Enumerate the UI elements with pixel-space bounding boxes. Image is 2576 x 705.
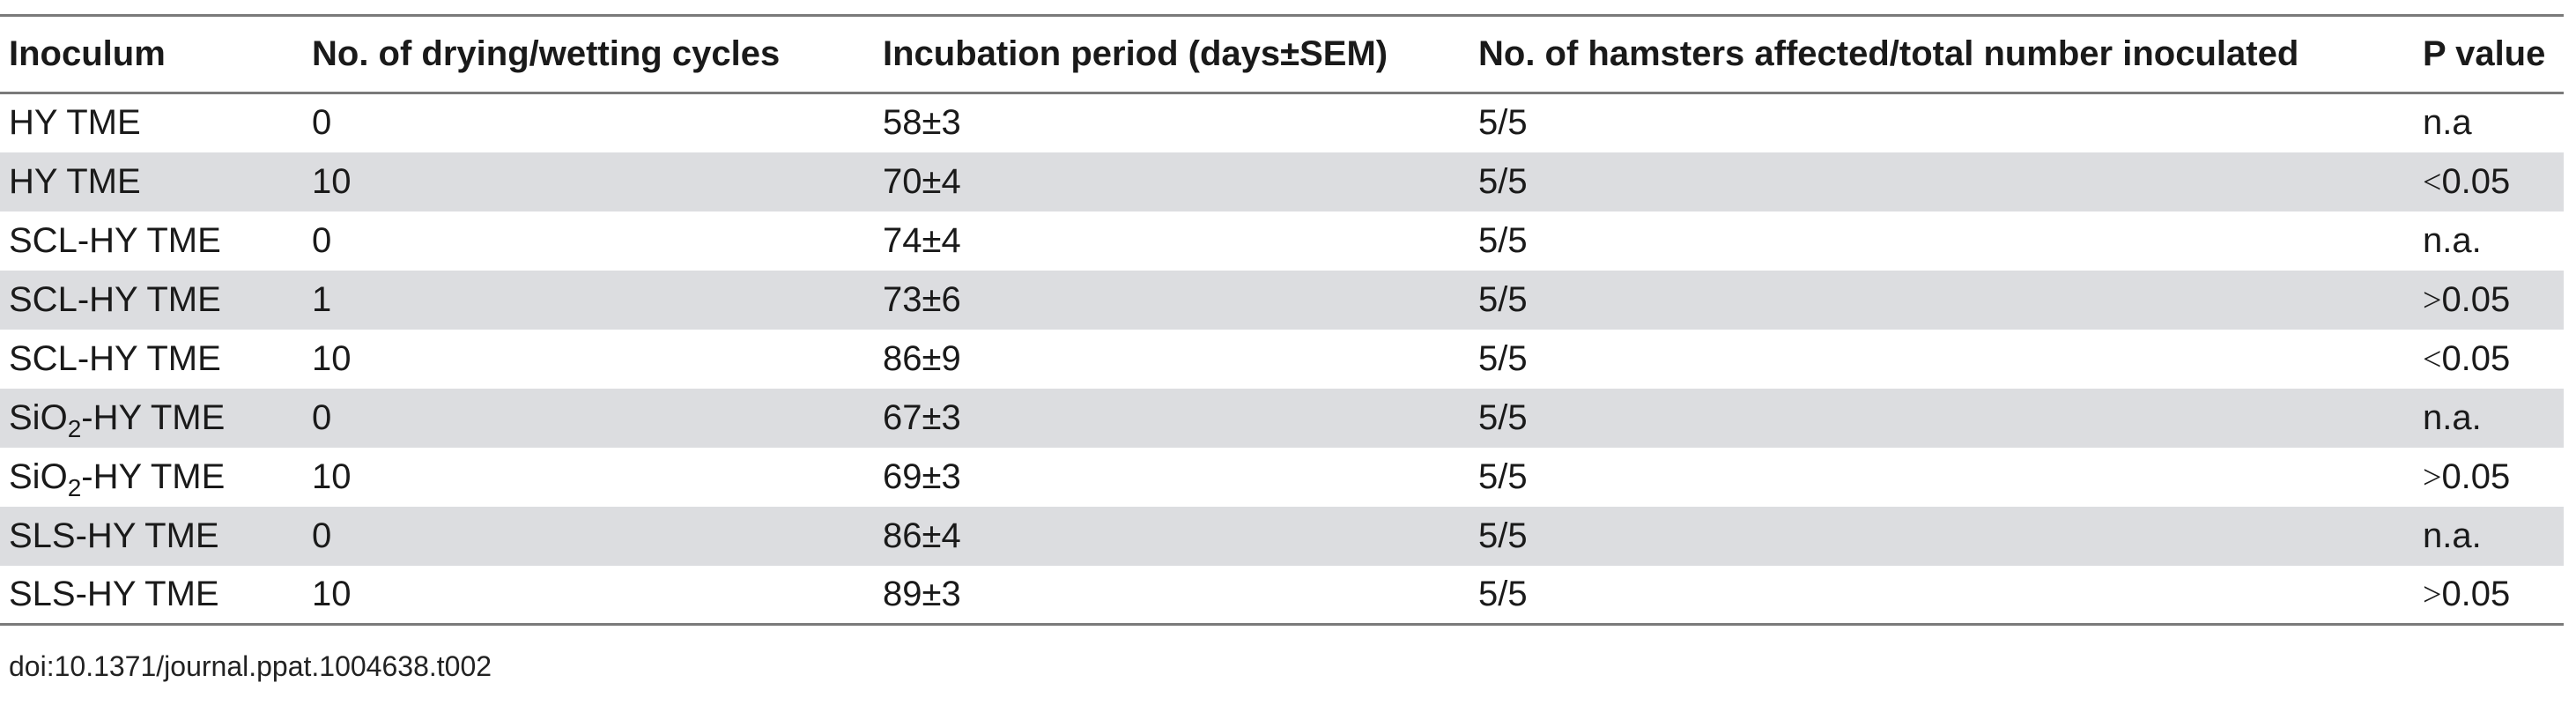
cell-inoculum: SCL-HY TME [0, 212, 303, 271]
cell-incubation: 86±4 [874, 506, 1469, 566]
cell-p-value: <0.05 [2414, 330, 2564, 389]
cell-incubation: 73±6 [874, 270, 1469, 330]
cell-cycles: 10 [312, 456, 352, 496]
table-body: HY TME 0 58±3 5/5 n.a HY TME 10 70±4 5/5 <0.05 SCL… [0, 93, 2564, 626]
inoculum-text: SiO [9, 397, 68, 437]
table-row: SLS-HY TME 10 89±3 5/5 >0.05 [0, 565, 2564, 626]
p-value-number: 0.05 [2441, 338, 2511, 378]
cell-incubation: 67±3 [874, 388, 1469, 448]
cell-inoculum: SLS-HY TME [0, 565, 303, 626]
p-value-number: 0.05 [2441, 574, 2511, 613]
cell-p-value: <0.05 [2414, 152, 2564, 212]
header-incubation: Incubation period (days±SEM) [874, 14, 1469, 94]
cell-p-value: n.a. [2414, 212, 2564, 271]
cell-inoculum: SCL-HY TME [0, 270, 303, 330]
cell-affected: 5/5 [1478, 220, 1528, 260]
cell-affected: 5/5 [1469, 506, 2414, 566]
cell-affected: 5/5 [1469, 388, 2414, 448]
cell-incubation: 89±3 [874, 565, 1469, 626]
inoculum-subscript: 2 [67, 414, 82, 442]
cell-cycles: 0 [312, 220, 332, 260]
cell-cycles: 10 [303, 152, 874, 212]
cell-p-value: n.a [2414, 93, 2564, 152]
p-value-symbol: > [2423, 575, 2442, 613]
cell-incubation: 58±3 [883, 103, 961, 143]
cell-p-value: n.a. [2414, 506, 2564, 566]
cell-p-value: >0.05 [2414, 270, 2564, 330]
header-row: Inoculum No. of drying/wetting cycles In… [0, 14, 2564, 94]
header-p-value: P value [2414, 14, 2564, 94]
inoculum-text: SCL-HY TME [9, 279, 221, 319]
inoculum-text: SCL-HY TME [9, 220, 221, 260]
table-row: SCL-HY TME 10 86±9 5/5 <0.05 [0, 330, 2564, 389]
cell-inoculum: SLS-HY TME [0, 506, 303, 566]
cell-affected: 5/5 [1469, 270, 2414, 330]
cell-cycles: 10 [303, 565, 874, 626]
cell-affected: 5/5 [1469, 565, 2414, 626]
table-row: SCL-HY TME 1 73±6 5/5 >0.05 [0, 270, 2564, 330]
header-affected: No. of hamsters affected/total number in… [1469, 14, 2414, 94]
data-table-container: Inoculum No. of drying/wetting cycles In… [0, 14, 2564, 626]
table-row: HY TME 10 70±4 5/5 <0.05 [0, 152, 2564, 212]
cell-incubation: 74±4 [883, 220, 961, 260]
inoculum-text: SCL-HY TME [9, 338, 221, 378]
cell-p-value: n.a. [2414, 388, 2564, 448]
inoculum-subscript: 2 [67, 473, 82, 501]
inoculum-text: HY TME [9, 103, 141, 143]
cell-incubation: 69±3 [883, 456, 961, 496]
p-value-symbol: > [2423, 281, 2442, 319]
inoculum-text: SLS-HY TME [9, 516, 219, 555]
cell-affected: 5/5 [1478, 456, 1528, 496]
p-value-number: n.a [2423, 103, 2472, 143]
p-value-symbol: < [2423, 163, 2442, 201]
table-row: SLS-HY TME 0 86±4 5/5 n.a. [0, 506, 2564, 566]
cell-cycles: 0 [312, 103, 332, 143]
header-inoculum: Inoculum [0, 14, 303, 94]
inoculum-text: SiO [9, 456, 68, 496]
cell-inoculum: HY TME [0, 152, 303, 212]
cell-cycles: 0 [303, 506, 874, 566]
cell-inoculum: HY TME [0, 93, 303, 152]
doi-caption: doi:10.1371/journal.ppat.1004638.t002 [9, 650, 492, 682]
table-header: Inoculum No. of drying/wetting cycles In… [0, 14, 2564, 94]
p-value-number: 0.05 [2441, 279, 2511, 319]
cell-incubation: 86±9 [883, 338, 961, 378]
p-value-number: 0.05 [2441, 456, 2511, 496]
results-table: Inoculum No. of drying/wetting cycles In… [0, 14, 2564, 626]
p-value-symbol: > [2423, 458, 2442, 496]
p-value-number: 0.05 [2441, 161, 2511, 201]
p-value-number: n.a. [2423, 220, 2482, 260]
cell-affected: 5/5 [1478, 338, 1528, 378]
inoculum-text-rest: -HY TME [81, 456, 226, 496]
cell-p-value: >0.05 [2414, 448, 2564, 507]
cell-affected: 5/5 [1478, 103, 1528, 143]
table-row: SCL-HY TME 0 74±4 5/5 n.a. [0, 212, 2564, 271]
cell-incubation: 70±4 [874, 152, 1469, 212]
table-row: SiO2-HY TME 10 69±3 5/5 >0.05 [0, 448, 2564, 507]
p-value-number: n.a. [2423, 397, 2482, 437]
cell-cycles: 0 [303, 388, 874, 448]
cell-cycles: 10 [312, 338, 352, 378]
cell-inoculum: SCL-HY TME [0, 330, 303, 389]
cell-inoculum: SiO2-HY TME [0, 448, 303, 507]
inoculum-text-rest: -HY TME [81, 397, 226, 437]
cell-affected: 5/5 [1469, 152, 2414, 212]
p-value-number: n.a. [2423, 516, 2482, 555]
cell-p-value: >0.05 [2414, 565, 2564, 626]
inoculum-text: SLS-HY TME [9, 574, 219, 613]
header-cycles: No. of drying/wetting cycles [303, 14, 874, 94]
cell-inoculum: SiO2-HY TME [0, 388, 303, 448]
p-value-symbol: < [2423, 340, 2442, 378]
table-row: SiO2-HY TME 0 67±3 5/5 n.a. [0, 388, 2564, 448]
inoculum-text: HY TME [9, 161, 141, 201]
cell-cycles: 1 [303, 270, 874, 330]
table-row: HY TME 0 58±3 5/5 n.a [0, 93, 2564, 152]
